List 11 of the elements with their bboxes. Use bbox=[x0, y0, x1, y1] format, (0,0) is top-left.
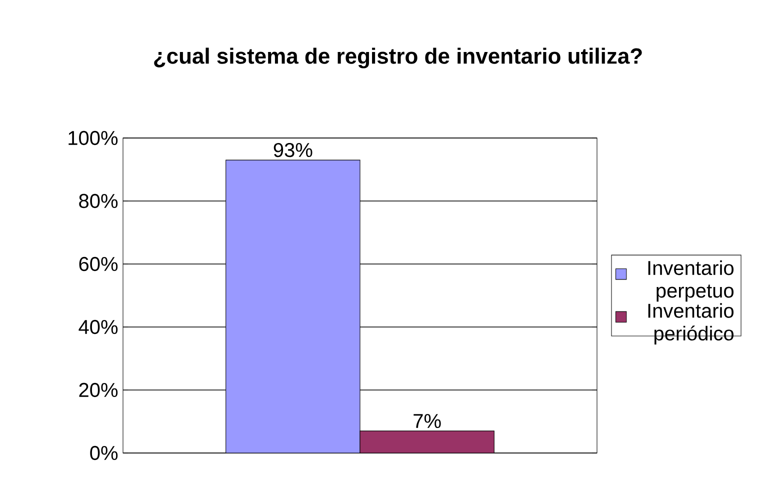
y-tick-label: 40% bbox=[78, 320, 118, 334]
y-tick-label: 80% bbox=[79, 194, 118, 208]
data-label: 93% bbox=[274, 142, 312, 158]
y-tick-label: 100% bbox=[68, 130, 118, 146]
legend-label: Inventario perpetuo bbox=[648, 260, 734, 302]
y-tick-label: 60% bbox=[79, 256, 118, 272]
y-tick-label: 0% bbox=[90, 446, 118, 460]
y-tick-label: 20% bbox=[79, 382, 118, 398]
data-label: 7% bbox=[414, 414, 441, 428]
legend-label: Inventario periódico bbox=[648, 303, 734, 344]
chart-title: ¿cual sistema de registro de inventario utiliza? bbox=[154, 48, 642, 68]
